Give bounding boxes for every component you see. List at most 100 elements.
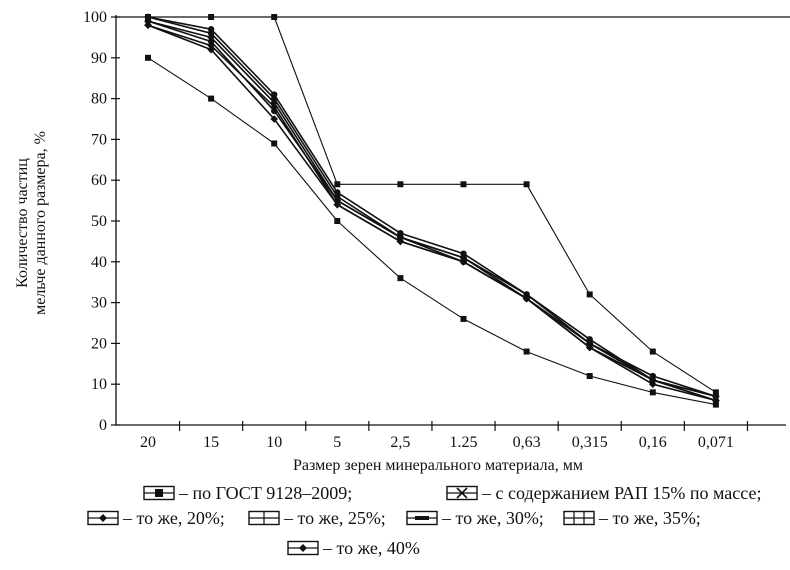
- y-tick-label: 80: [91, 91, 107, 108]
- data-point: [334, 193, 341, 200]
- series-3: [144, 21, 720, 405]
- data-point: [397, 275, 404, 282]
- data-point: [523, 291, 530, 298]
- data-point: [460, 181, 467, 188]
- x-tick-label: 0,071: [698, 434, 734, 451]
- legend-label: – то же, 35%;: [598, 508, 701, 528]
- data-point: [523, 348, 530, 355]
- data-point: [712, 393, 720, 400]
- data-point: [586, 340, 593, 347]
- y-tick-label: 10: [91, 376, 107, 393]
- legend-marker-symbol: [456, 487, 468, 499]
- data-point: [712, 396, 720, 405]
- data-point: [144, 13, 152, 21]
- data-point: [271, 95, 278, 102]
- y-axis-title: Количество частиц мельче данного размера…: [14, 131, 49, 315]
- legend: – по ГОСТ 9128–2009; – с содержанием РАП …: [87, 483, 761, 558]
- data-point: [397, 234, 404, 241]
- legend-label: – по ГОСТ 9128–2009;: [178, 483, 352, 503]
- x-tick-label: 10: [266, 434, 282, 451]
- data-point: [585, 343, 594, 352]
- legend-label: – то же, 25%;: [283, 508, 386, 528]
- y-tick-label: 70: [91, 131, 107, 148]
- data-point: [145, 54, 151, 61]
- series-line: [147, 20, 717, 402]
- data-point: [144, 21, 152, 29]
- legend-item: – то же, 30%;: [406, 508, 544, 528]
- data-point: [397, 181, 404, 188]
- data-point: [334, 181, 341, 188]
- y-axis-title-line2: мельче данного размера, %: [32, 131, 49, 315]
- legend-item: – то же, 25%;: [248, 508, 386, 528]
- legend-item: – то же, 40%: [287, 538, 420, 558]
- x-tick-label: 15: [203, 434, 219, 451]
- data-point: [523, 181, 530, 188]
- data-point: [459, 258, 468, 266]
- data-point: [712, 389, 719, 396]
- legend-marker-symbol: [415, 516, 429, 520]
- legend-label: – то же, 20%;: [122, 508, 225, 528]
- x-tick-label: 1.25: [450, 434, 478, 451]
- series-6: [144, 13, 720, 400]
- series-line: [147, 57, 717, 406]
- legend-label: – с содержанием РАП 15% по массе;: [481, 483, 761, 503]
- data-point: [649, 389, 656, 396]
- data-point: [460, 315, 467, 322]
- data-point: [649, 376, 657, 384]
- x-tick-label: 0,16: [639, 434, 667, 451]
- legend-label: – то же, 30%;: [441, 508, 544, 528]
- legend-item: – то же, 20%;: [87, 508, 225, 528]
- y-tick-label: 60: [91, 172, 107, 189]
- y-tick-label: 90: [91, 50, 107, 67]
- data-point: [208, 95, 215, 102]
- data-point: [460, 254, 467, 261]
- data-point: [208, 14, 215, 20]
- data-point: [207, 30, 215, 37]
- x-tick-label: 20: [140, 434, 156, 451]
- data-point: [271, 14, 278, 20]
- data-point: [712, 401, 719, 408]
- ticks-layer: 0 10 20 30 40 50 60 70 80 90 100 20 15 10 5 2,5 1.25 0,63…: [83, 9, 749, 451]
- legend-item: – то же, 35%;: [563, 508, 701, 528]
- data-point: [207, 45, 215, 54]
- x-tick-label: 5: [333, 434, 341, 451]
- y-axis-title-line1: Количество частиц: [14, 158, 31, 288]
- legend-marker-symbol: [99, 514, 107, 522]
- series-4: [144, 17, 720, 404]
- legend-item: – по ГОСТ 9128–2009;: [143, 483, 352, 503]
- x-tick-label: 0,63: [513, 434, 541, 451]
- y-tick-label: 20: [91, 335, 107, 352]
- series-line: [147, 24, 717, 402]
- legend-label: – то же, 40%: [322, 538, 420, 558]
- series-1: [145, 54, 719, 408]
- data-point: [207, 41, 215, 50]
- legend-marker-symbol: [155, 489, 163, 497]
- data-point: [270, 102, 278, 111]
- data-point: [649, 348, 656, 355]
- axes: [115, 15, 790, 426]
- y-tick-label: 40: [91, 254, 107, 271]
- legend-marker-symbol: [299, 544, 307, 552]
- series-line: [147, 16, 717, 398]
- series-5: [144, 17, 720, 401]
- series-line: [147, 20, 717, 398]
- data-point: [586, 373, 593, 380]
- data-point: [333, 200, 342, 209]
- x-axis-title: Размер зерен минерального материала, мм: [293, 457, 583, 474]
- series-layer: [144, 13, 720, 408]
- data-point: [586, 291, 593, 298]
- x-tick-label: 2,5: [390, 434, 410, 451]
- y-tick-label: 30: [91, 295, 107, 312]
- series-line: [147, 24, 717, 402]
- series-line: [148, 16, 717, 393]
- data-point: [334, 218, 341, 224]
- y-tick-label: 50: [91, 213, 107, 230]
- series-7: [144, 21, 720, 405]
- y-tick-label: 100: [83, 9, 107, 26]
- data-point: [649, 372, 656, 380]
- x-tick-label: 0,315: [572, 434, 608, 451]
- data-point: [396, 237, 405, 246]
- legend-item: – с содержанием РАП 15% по массе;: [446, 483, 761, 503]
- data-point: [271, 140, 278, 147]
